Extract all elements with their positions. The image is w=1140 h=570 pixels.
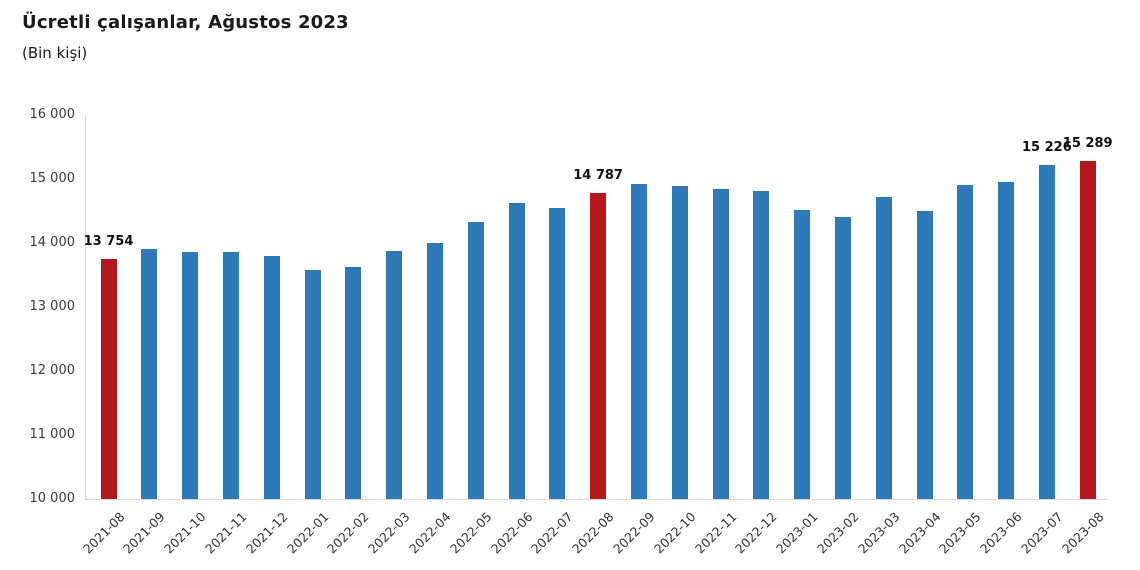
bar-2023-03 xyxy=(875,196,892,499)
chart-subtitle: (Bin kişi) xyxy=(22,44,88,62)
bar-2021-12 xyxy=(263,255,280,499)
x-axis-tick-text: 2022-12 xyxy=(732,509,780,557)
x-axis-tick-text: 2022-11 xyxy=(691,509,740,557)
x-axis-tick-text: 2023-06 xyxy=(977,509,1025,557)
bar-2021-10 xyxy=(182,251,199,499)
x-axis-tick-text: 2022-03 xyxy=(365,509,413,557)
x-axis-tick-text: 2022-09 xyxy=(609,509,658,557)
x-axis-tick-text: 2021-12 xyxy=(242,509,291,557)
x-axis-tick-text: 2023-01 xyxy=(773,509,821,557)
bar-2022-01 xyxy=(304,270,321,499)
bar-2022-05 xyxy=(467,221,484,499)
bar-2023-08 xyxy=(1079,160,1096,499)
plot-area: 2021-08 2021-09 2021-10 2021-11 2021-12 2022-… xyxy=(80,115,1113,557)
x-axis-tick-text: 2022-04 xyxy=(405,509,454,557)
x-axis-tick-text: 2021-08 xyxy=(79,509,128,557)
y-axis-tick-label: 11 000 xyxy=(29,427,76,442)
bar-value-label: 13 754 xyxy=(83,233,134,249)
y-axis-tick-label: 12 000 xyxy=(29,363,76,378)
x-axis-tick-text: 2022-10 xyxy=(650,509,699,557)
bar-2022-12 xyxy=(753,191,770,499)
x-axis-tick-text: 2022-05 xyxy=(446,509,495,557)
bar-2023-01 xyxy=(794,210,811,499)
bar-2021-08 xyxy=(100,258,117,499)
bar-2022-03 xyxy=(386,250,403,499)
bar-2022-04 xyxy=(426,243,443,499)
y-axis-tick-label: 15 000 xyxy=(29,171,76,186)
x-axis-tick-text: 2023-07 xyxy=(1017,509,1066,557)
bar-2023-04 xyxy=(916,211,933,499)
bar-value-label: 14 787 xyxy=(573,167,623,183)
bar-2022-11 xyxy=(712,188,729,499)
x-axis-tick-text: 2023-04 xyxy=(895,509,944,557)
bar-value-label: 15 226 xyxy=(1022,139,1072,155)
bar-2022-09 xyxy=(630,183,647,499)
x-axis-tick-text: 2022-08 xyxy=(569,509,617,557)
x-axis-tick-text: 2021-11 xyxy=(201,509,250,557)
x-axis-tick-text: 2022-06 xyxy=(487,509,536,557)
y-axis-tick-label: 14 000 xyxy=(29,235,76,250)
y-axis-tick-label: 16 000 xyxy=(29,107,76,122)
bar-value-label: 15 289 xyxy=(1062,135,1113,151)
x-axis-tick-text: 2023-02 xyxy=(813,509,862,557)
x-axis-tick-text: 2022-01 xyxy=(283,509,332,557)
bar-2022-10 xyxy=(671,186,688,499)
x-axis-tick-text: 2021-10 xyxy=(161,509,209,557)
bar-2023-05 xyxy=(957,184,974,499)
x-axis-tick-text: 2023-03 xyxy=(854,509,903,557)
x-axis-tick-text: 2022-02 xyxy=(324,509,372,557)
x-axis-tick-text: 2023-08 xyxy=(1058,509,1107,557)
bar-2023-07 xyxy=(1038,164,1055,499)
bar-2023-06 xyxy=(998,181,1015,499)
x-axis-tick-text: 2021-09 xyxy=(120,509,168,557)
bar-2021-09 xyxy=(141,249,158,499)
bar-2022-08 xyxy=(590,192,607,499)
x-axis-tick-text: 2022-07 xyxy=(528,509,576,557)
y-axis-tick-label: 13 000 xyxy=(29,299,76,314)
bar-2021-11 xyxy=(222,252,239,499)
bar-2022-06 xyxy=(508,202,525,499)
chart-title: Ücretli çalışanlar, Ağustos 2023 xyxy=(22,12,349,33)
y-axis-tick-label: 10 000 xyxy=(29,491,76,506)
bar-2022-07 xyxy=(549,207,566,499)
bar-2023-02 xyxy=(834,217,851,499)
x-axis-tick-text: 2023-05 xyxy=(936,509,984,557)
bar-2022-02 xyxy=(345,267,362,499)
